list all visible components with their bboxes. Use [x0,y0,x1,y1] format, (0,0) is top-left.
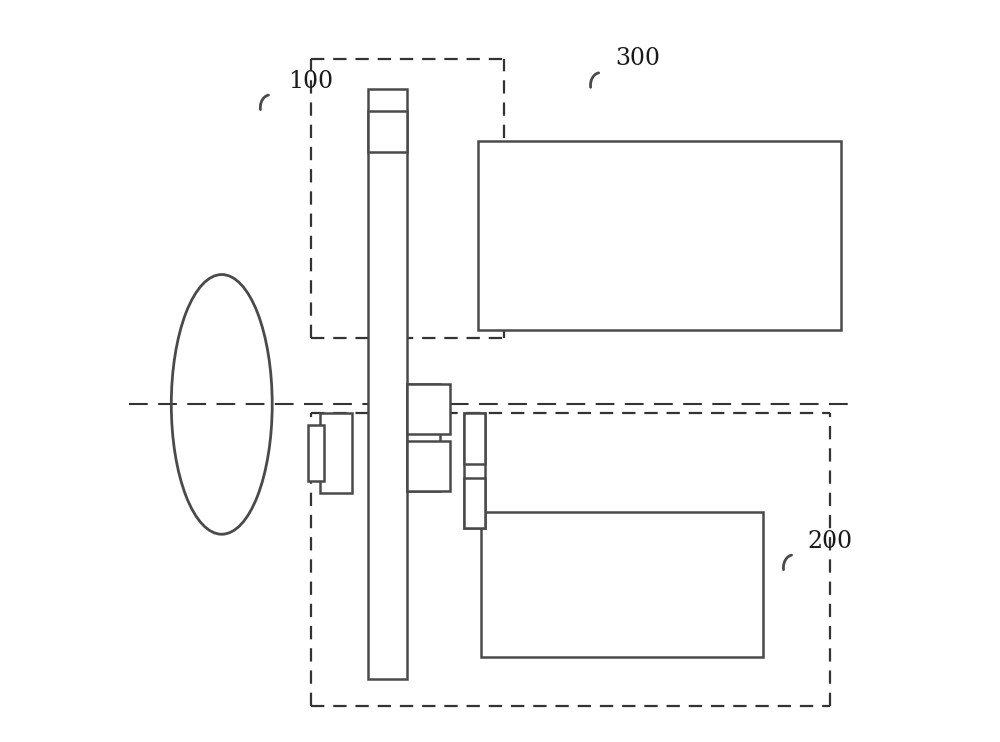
Text: 100: 100 [289,70,334,93]
Bar [478,141,841,330]
Bar [407,441,450,491]
Bar [464,478,485,528]
Bar [464,413,485,528]
Bar [368,89,407,679]
Bar [368,111,407,152]
Text: 300: 300 [615,47,660,70]
Bar [308,425,324,481]
Bar [481,512,763,657]
Bar [407,384,450,434]
Bar [407,384,440,491]
Text: 200: 200 [808,530,853,553]
Bar [320,413,352,493]
Bar [464,413,485,464]
